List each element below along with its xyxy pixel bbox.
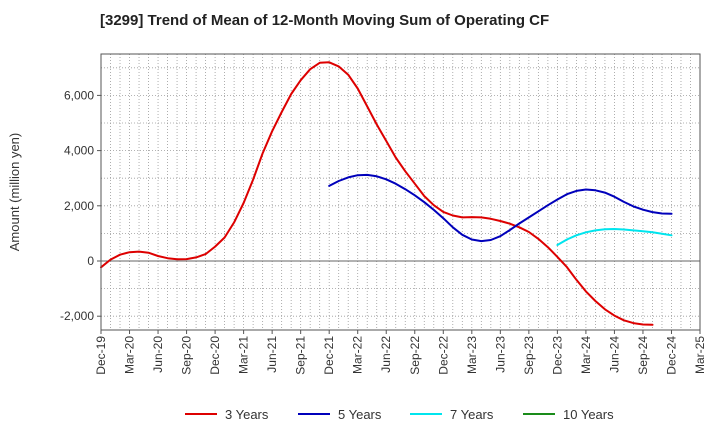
x-tick-label: Jun-20 xyxy=(151,336,165,373)
x-tick-label: Jun-24 xyxy=(607,336,621,373)
x-tick-label: Dec-23 xyxy=(550,336,564,375)
legend-label-3-years: 3 Years xyxy=(225,407,269,422)
x-tick-label: Mar-21 xyxy=(237,336,251,374)
x-tick-label: Dec-19 xyxy=(94,336,108,375)
x-tick-label: Jun-21 xyxy=(265,336,279,373)
x-tick-label: Sep-24 xyxy=(636,336,650,375)
x-tick-label: Dec-24 xyxy=(664,336,678,375)
x-tick-label: Mar-22 xyxy=(351,336,365,374)
x-tick-label: Sep-23 xyxy=(522,336,536,375)
x-axis-ticks: Dec-19 Mar-20 Jun-20 Sep-20 Dec-20 Mar-21 Jun-… xyxy=(94,330,707,375)
plot-frame xyxy=(100,53,701,331)
y-tick-label: 0 xyxy=(87,254,94,268)
y-axis-label: Amount (million yen) xyxy=(7,133,22,252)
series-layer xyxy=(100,61,673,326)
y-tick-label: 4,000 xyxy=(64,144,94,158)
legend: 3 Years 5 Years 7 Years 10 Years xyxy=(185,407,614,422)
x-tick-label: Dec-22 xyxy=(436,336,450,375)
x-tick-label: Mar-23 xyxy=(465,336,479,374)
series-line-3-years xyxy=(100,61,654,326)
legend-label-5-years: 5 Years xyxy=(338,407,382,422)
legend-label-7-years: 7 Years xyxy=(450,407,494,422)
x-tick-label: Dec-20 xyxy=(208,336,222,375)
chart-title: [3299] Trend of Mean of 12-Month Moving … xyxy=(100,12,550,29)
x-tick-label: Sep-21 xyxy=(294,336,308,375)
y-tick-label: 6,000 xyxy=(64,88,94,102)
x-tick-label: Mar-25 xyxy=(693,336,707,374)
x-tick-label: Mar-24 xyxy=(579,336,593,374)
x-tick-label: Jun-23 xyxy=(493,336,507,373)
y-axis-ticks: -2,000 0 2,000 4,000 6,000 xyxy=(60,88,101,323)
grid-layer xyxy=(101,54,700,330)
series-line-5-years xyxy=(328,173,673,243)
x-tick-label: Sep-20 xyxy=(180,336,194,375)
x-tick-label: Mar-20 xyxy=(123,336,137,374)
plot-background xyxy=(101,54,700,330)
legend-label-10-years: 10 Years xyxy=(563,407,614,422)
series-line-7-years xyxy=(556,228,673,246)
x-tick-label: Jun-22 xyxy=(379,336,393,373)
y-tick-label: 2,000 xyxy=(64,199,94,213)
x-tick-label: Sep-22 xyxy=(408,336,422,375)
x-tick-label: Dec-21 xyxy=(322,336,336,375)
y-tick-label: -2,000 xyxy=(60,309,94,323)
